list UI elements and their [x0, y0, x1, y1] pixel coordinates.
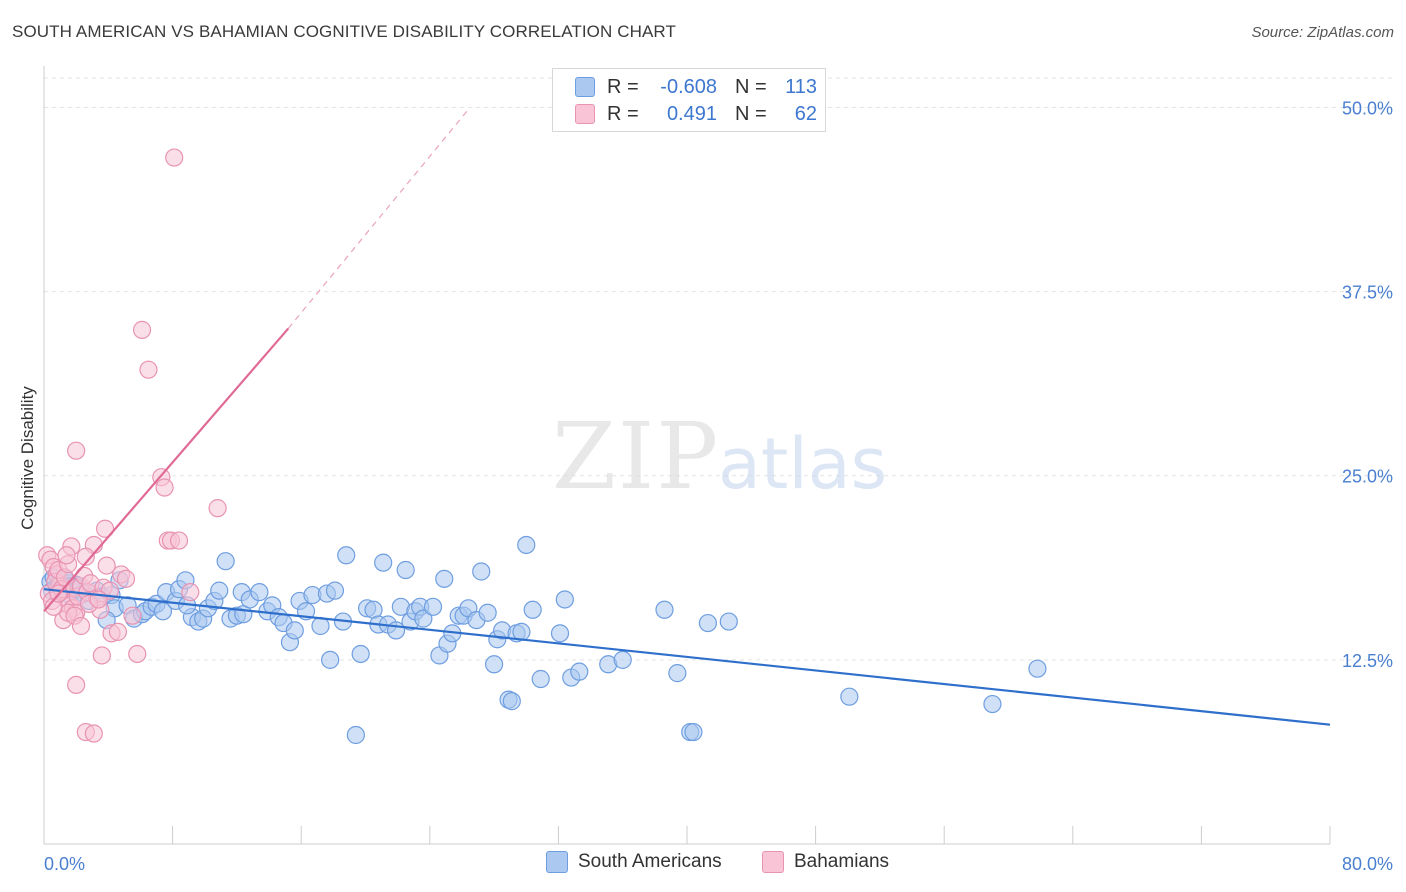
n-value: 62 — [794, 102, 817, 125]
r-label: R = — [607, 102, 639, 125]
data-point — [139, 360, 158, 379]
data-point — [67, 675, 86, 695]
legend-swatch-pink — [762, 851, 784, 873]
data-point — [84, 724, 103, 743]
data-point — [285, 621, 304, 640]
data-point — [325, 581, 345, 600]
n-label: N = — [735, 102, 767, 125]
n-value: 113 — [785, 75, 817, 98]
data-point — [374, 553, 393, 572]
data-point — [555, 590, 574, 609]
watermark: ZIP atlas — [552, 403, 887, 510]
legend-label-bahamians: Bahamians — [794, 851, 890, 872]
data-point — [346, 725, 365, 745]
trend-line-south-americans — [43, 588, 1331, 726]
data-point — [128, 644, 147, 664]
data-point — [216, 552, 235, 571]
watermark-atlas: atlas — [718, 423, 887, 505]
data-point — [71, 616, 91, 636]
data-point — [351, 644, 370, 664]
gridlines — [44, 77, 1393, 661]
r-label: R = — [607, 75, 639, 98]
data-point — [155, 478, 174, 497]
y-tick-label: 50.0% — [1342, 98, 1393, 118]
data-point — [472, 562, 491, 581]
data-point — [414, 609, 433, 628]
data-point — [396, 560, 415, 580]
axes — [43, 66, 1331, 845]
data-point — [423, 597, 443, 616]
data-point — [698, 613, 717, 633]
trend-line-bahamians-extension — [287, 107, 471, 329]
chart-title: SOUTH AMERICAN VS BAHAMIAN COGNITIVE DIS… — [12, 22, 676, 41]
data-point — [478, 603, 497, 622]
y-tick-label: 25.0% — [1342, 467, 1393, 487]
data-point — [210, 581, 229, 600]
data-point — [250, 583, 269, 602]
data-point — [57, 546, 76, 565]
data-point — [531, 669, 550, 689]
data-point — [97, 556, 116, 575]
r-value: -0.608 — [660, 75, 717, 98]
data-point — [523, 600, 542, 619]
data-point — [485, 655, 504, 674]
data-point — [76, 547, 95, 566]
data-point — [132, 320, 152, 339]
y-tick-label: 12.5% — [1342, 651, 1393, 671]
data-point — [95, 519, 115, 538]
n-label: N = — [735, 75, 767, 98]
x-tick-max: 80.0% — [1342, 854, 1393, 874]
data-point — [165, 148, 184, 167]
legend-item-bahamians: Bahamians — [762, 851, 889, 873]
data-point — [181, 583, 200, 602]
data-point — [840, 687, 859, 706]
legend-row-bahamians: R = 0.491 N = 62 — [575, 101, 817, 127]
legend-swatch-blue — [575, 77, 595, 97]
legend-item-south-americans: South Americans — [546, 851, 722, 873]
data-point — [321, 650, 340, 669]
data-point — [550, 624, 570, 643]
correlation-legend: R = -0.608 N = 113 R = 0.491 N = 62 — [552, 68, 826, 132]
series-legend: South Americans Bahamians — [0, 851, 1406, 877]
data-point — [668, 664, 687, 683]
data-point — [169, 531, 189, 550]
r-value: 0.491 — [666, 102, 717, 125]
legend-row-south-americans: R = -0.608 N = 113 — [575, 74, 817, 100]
data-point — [311, 616, 330, 636]
data-point — [983, 694, 1002, 714]
data-point — [570, 662, 589, 681]
legend-swatch-pink — [575, 104, 595, 124]
data-point — [655, 600, 674, 619]
data-point — [517, 535, 536, 555]
data-point — [613, 650, 632, 669]
data-point — [208, 499, 227, 518]
x-tick-min: 0.0% — [44, 854, 85, 874]
legend-swatch-blue — [546, 851, 568, 873]
data-point — [1028, 659, 1047, 678]
data-point — [67, 441, 86, 460]
data-point — [108, 622, 128, 641]
watermark-zip: ZIP — [552, 403, 720, 510]
data-point — [337, 546, 356, 565]
data-point — [684, 722, 703, 742]
trend-lines — [43, 107, 1331, 726]
data-point — [435, 569, 454, 588]
data-point — [502, 692, 521, 711]
trend-line-bahamians — [43, 327, 290, 612]
tick-labels: 0.0% 80.0% 12.5% 25.0% 37.5% 50.0% — [44, 98, 1393, 874]
source-label: Source: ZipAtlas.com — [1251, 24, 1394, 41]
series-bahamians — [38, 148, 227, 743]
y-tick-label: 37.5% — [1342, 283, 1393, 303]
data-point — [116, 569, 136, 588]
legend-label-south-americans: South Americans — [578, 851, 722, 872]
data-point — [92, 646, 111, 665]
data-point — [719, 612, 738, 631]
data-point — [123, 606, 142, 625]
series-south-americans — [41, 535, 1047, 745]
